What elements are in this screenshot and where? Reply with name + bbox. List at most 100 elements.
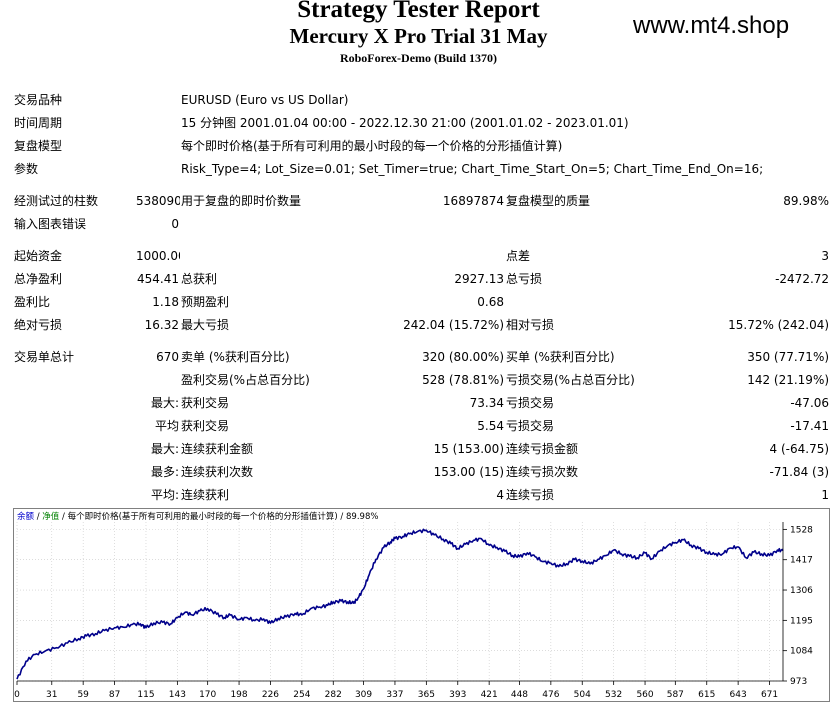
row-symbol: 交易品种 EURUSD (Euro vs US Dollar) — [13, 88, 830, 111]
row-model: 复盘模型 每个即时价格(基于所有可利用的最小时段的每一个价格的分形插值计算) — [13, 134, 830, 157]
loss-trades-label: 亏损交易(%占总百分比) — [506, 373, 635, 387]
x-tick-label: 504 — [574, 690, 591, 700]
x-tick-label: 643 — [730, 690, 747, 700]
row-bars: 经测试过的柱数 538090 用于复盘的即时价数量 16897874 复盘模型的… — [13, 189, 830, 212]
max-consec-loss-label: 连续亏损次数 — [506, 465, 579, 479]
errors-label: 输入图表错误 — [14, 217, 87, 231]
maxdd-label: 最大亏损 — [181, 318, 230, 332]
row-max-consec: 最大: 连续获利金额 15 (153.00) 连续亏损金额 4 (-64.75) — [13, 437, 830, 460]
legend-sep-3: / — [338, 512, 346, 522]
x-tick-label: 226 — [262, 690, 279, 700]
legend-model: 每个即时价格(基于所有可利用的最小时段的每一个价格的分形插值计算) — [68, 511, 338, 522]
row-avg-consec: 平均: 连续获利 4 连续亏损 1 — [13, 483, 830, 506]
balance-chart: 余额 / 净值 / 每个即时价格(基于所有可利用的最小时段的每一个价格的分形插值… — [13, 508, 830, 702]
row-total-trades: 交易单总计 670 卖单 (%获利百分比) 320 (80.00%) 买单 (%… — [13, 345, 830, 368]
avg-consec-losses-label: 连续亏损 — [506, 488, 555, 502]
reldd-value: 15.72% (242.04) — [728, 317, 830, 332]
max-consec-losses-value: 4 (-64.75) — [769, 441, 830, 456]
max-prefix-2: 最大: — [150, 442, 179, 456]
model-value: 每个即时价格(基于所有可利用的最小时段的每一个价格的分形插值计算) — [181, 139, 563, 153]
model-label: 复盘模型 — [14, 139, 63, 153]
x-tick-label: 115 — [137, 690, 154, 700]
largest-profit-value: 73.34 — [469, 395, 504, 410]
max-consec-losses-label: 连续亏损金额 — [506, 442, 579, 456]
y-tick-label: 1417 — [790, 556, 813, 566]
legend-sep-1: / — [34, 512, 42, 522]
netprofit-value: 454.41 — [137, 271, 179, 286]
absdd-label: 绝对亏损 — [14, 318, 63, 332]
avg-loss-label: 亏损交易 — [506, 419, 555, 433]
row-dd: 绝对亏损 16.32 最大亏损 242.04 (15.72%) 相对亏损 15.… — [13, 313, 830, 336]
x-tick-label: 421 — [481, 690, 498, 700]
legend-sep-2: / — [59, 512, 67, 522]
row-params: 参数 Risk_Type=4; Lot_Size=0.01; Set_Timer… — [13, 157, 830, 180]
x-tick-label: 476 — [542, 690, 559, 700]
x-tick-label: 587 — [667, 690, 684, 700]
avg-prefix: 平均 — [154, 419, 179, 433]
payoff-value: 0.68 — [477, 294, 504, 309]
modelq-label: 复盘模型的质量 — [506, 194, 591, 208]
x-tick-label: 59 — [77, 690, 89, 700]
largest-loss-label: 亏损交易 — [506, 396, 555, 410]
total-value: 670 — [156, 349, 179, 364]
grossprofit-label: 总获利 — [181, 272, 218, 286]
avg-consec-losses-value: 1 — [821, 487, 830, 502]
row-errors: 输入图表错误 0 — [13, 212, 830, 235]
avg-profit-value: 5.54 — [477, 418, 504, 433]
netprofit-label: 总净盈利 — [14, 272, 63, 286]
balance-line — [16, 528, 784, 680]
max-consec-wins-label: 连续获利金额 — [181, 442, 254, 456]
max-consec-profit-label: 连续获利次数 — [181, 465, 254, 479]
chart-legend: 余额 / 净值 / 每个即时价格(基于所有可利用的最小时段的每一个价格的分形插值… — [17, 511, 378, 522]
short-value: 320 (80.00%) — [422, 349, 504, 364]
row-period: 时间周期 15 分钟图 2001.01.04 00:00 - 2022.12.3… — [13, 111, 830, 134]
x-tick-label: 87 — [109, 690, 120, 700]
absdd-value: 16.32 — [144, 317, 179, 332]
x-tick-label: 254 — [293, 690, 310, 700]
maxdd-value: 242.04 (15.72%) — [403, 317, 504, 332]
ticks-value: 16897874 — [442, 193, 504, 208]
most-prefix: 最多: — [150, 465, 179, 479]
x-tick-label: 560 — [636, 690, 653, 700]
largest-loss-value: -47.06 — [790, 395, 830, 410]
x-tick-label: 282 — [325, 690, 342, 700]
x-tick-label: 532 — [605, 690, 622, 700]
x-axis-ticks: 0 31 59 87 115 143 170 198 226 254 282 309 337 365 393… — [14, 680, 783, 700]
bars-value: 538090 — [136, 193, 180, 208]
chart-grid — [16, 522, 783, 682]
grossloss-value: -2472.72 — [775, 271, 830, 286]
x-tick-label: 170 — [199, 690, 216, 700]
spread-value: 3 — [821, 248, 830, 263]
total-label: 交易单总计 — [14, 350, 75, 364]
deposit-value: 1000.00 — [136, 248, 180, 263]
row-largest: 最大: 获利交易 73.34 亏损交易 -47.06 — [13, 391, 830, 414]
largest-profit-label: 获利交易 — [181, 396, 230, 410]
symbol-value: EURUSD (Euro vs US Dollar) — [181, 92, 349, 107]
symbol-label: 交易品种 — [14, 93, 63, 107]
x-tick-label: 0 — [14, 690, 20, 700]
row-profit-trades: 盈利交易(%占总百分比) 528 (78.81%) 亏损交易(%占总百分比) 1… — [13, 368, 830, 391]
long-value: 350 (77.71%) — [747, 349, 830, 364]
ticks-label: 用于复盘的即时价数量 — [181, 194, 302, 208]
avg-consec-wins-label: 连续获利 — [181, 488, 230, 502]
site-watermark: www.mt4.shop — [633, 12, 790, 39]
row-average: 平均 获利交易 5.54 亏损交易 -17.41 — [13, 414, 830, 437]
x-tick-label: 143 — [169, 690, 186, 700]
short-label: 卖单 (%获利百分比) — [181, 350, 290, 364]
x-tick-label: 671 — [761, 690, 778, 700]
report-subtitle: Mercury X Pro Trial 31 May — [289, 24, 548, 48]
y-tick-label: 973 — [790, 677, 807, 687]
y-tick-label: 1195 — [790, 616, 813, 626]
row-deposit: 起始资金 1000.00 点差 3 — [13, 244, 830, 267]
chart-frame — [13, 508, 830, 702]
report-table: 交易品种 EURUSD (Euro vs US Dollar) 时间周期 15 … — [13, 88, 830, 506]
spread-label: 点差 — [506, 249, 531, 263]
grossloss-label: 总亏损 — [506, 272, 543, 286]
chart-series — [16, 528, 784, 680]
row-netprofit: 总净盈利 454.41 总获利 2927.13 总亏损 -2472.72 — [13, 267, 830, 290]
grossprofit-value: 2927.13 — [454, 271, 504, 286]
x-tick-label: 365 — [418, 690, 435, 700]
payoff-label: 预期盈利 — [181, 295, 230, 309]
x-tick-label: 31 — [46, 690, 57, 700]
profit-trades-label: 盈利交易(%占总百分比) — [181, 373, 310, 387]
